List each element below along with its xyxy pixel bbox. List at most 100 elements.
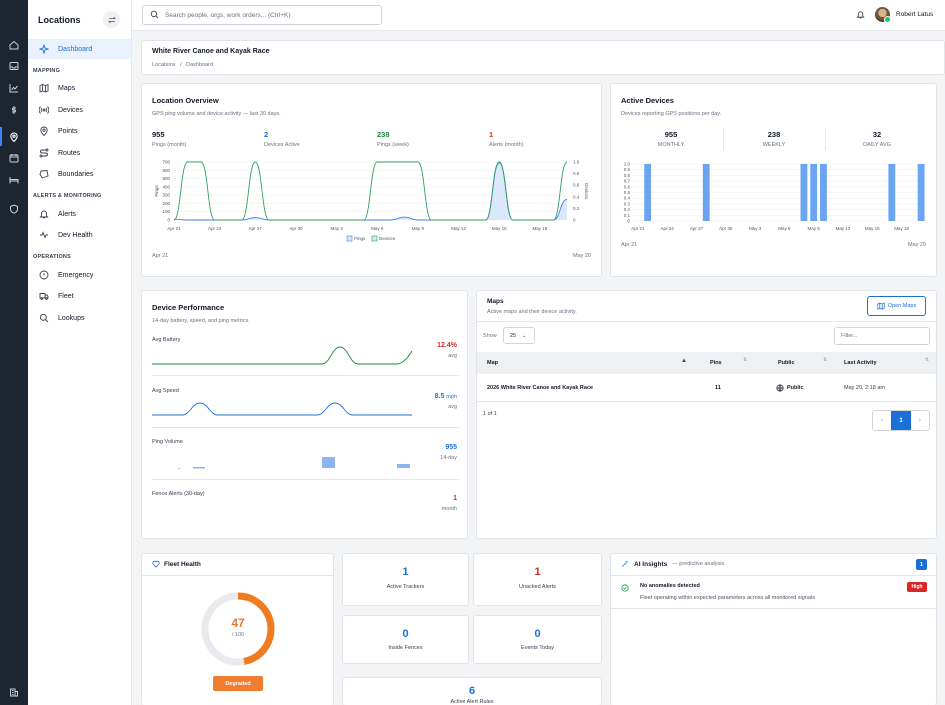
overview-title: Location Overview: [152, 96, 219, 105]
sort-icon[interactable]: ⇅: [925, 357, 930, 363]
breadcrumb-locations[interactable]: Locations: [152, 62, 176, 68]
section-mapping: MAPPING: [33, 68, 61, 74]
tile-unacked-alerts[interactable]: 1 Unacked Alerts: [473, 553, 602, 606]
col-last-activity[interactable]: Last Activity: [844, 360, 877, 366]
fleet-health-title: Fleet Health: [164, 560, 201, 568]
open-maps-button[interactable]: Open Maps: [867, 296, 926, 316]
insight-item[interactable]: No anomalies detected Fleet operating wi…: [611, 576, 936, 609]
next-page-button[interactable]: ›: [918, 417, 921, 424]
devices-line: [173, 161, 568, 221]
sidebar-item-dashboard[interactable]: Dashboard: [28, 39, 131, 59]
x-tick-label: May 6: [371, 226, 384, 231]
filter-input[interactable]: Filter...: [834, 327, 930, 345]
building-icon[interactable]: [7, 685, 20, 698]
active-devices-card: Active Devices Devices reporting GPS pos…: [610, 83, 937, 277]
overview-subtitle: GPS ping volume and device activity — la…: [152, 111, 281, 117]
col-public[interactable]: Public: [778, 360, 795, 366]
shield-icon[interactable]: [7, 202, 20, 215]
money-icon[interactable]: [7, 103, 20, 116]
page-button-current[interactable]: 1: [891, 411, 911, 430]
divider: [142, 575, 333, 576]
stat-label: Pings (month): [152, 142, 187, 148]
stat-pings-month: 955: [152, 130, 165, 139]
tile-value: 1: [534, 566, 541, 578]
filter-placeholder: Filter...: [841, 333, 858, 339]
calendar-icon[interactable]: [7, 151, 20, 164]
insight-title: No anomalies detected: [640, 583, 700, 589]
sidebar-item-fleet[interactable]: Fleet: [28, 286, 131, 306]
ai-insights-card: AI Insights — predictive analysis 1 No a…: [610, 553, 937, 705]
sort-asc-icon[interactable]: ▲: [681, 358, 687, 364]
tile-label: Active Trackers: [386, 584, 425, 590]
status-badge: Degraded: [213, 676, 263, 691]
x-tick-label: May 9: [808, 226, 821, 231]
x-tick-label: May 9: [412, 226, 425, 231]
page-size-select[interactable]: 25 ⌄: [503, 327, 535, 344]
location-pin-icon[interactable]: [0, 127, 20, 146]
y-tick-label: 500: [162, 176, 170, 181]
sidebar-item-emergency[interactable]: Emergency: [28, 265, 131, 285]
col-map[interactable]: Map: [487, 360, 498, 366]
tile-events-today[interactable]: 0 Events Today: [473, 615, 602, 664]
cell-pins: 11: [715, 385, 721, 391]
tile-label: Inside Fences: [388, 645, 423, 651]
metric-unit: avg: [448, 353, 457, 359]
tile-inside-fences[interactable]: 0 Inside Fences: [342, 615, 469, 664]
sidebar-item-lookups[interactable]: Lookups: [28, 308, 131, 328]
notifications-icon[interactable]: [856, 10, 865, 21]
inbox-icon[interactable]: [7, 59, 20, 72]
divider: [611, 575, 936, 576]
alert-circle-icon: [38, 269, 50, 281]
cell-map[interactable]: 2026 White River Canoe and Kayak Race: [487, 385, 594, 391]
bed-icon[interactable]: [7, 173, 20, 186]
col-pins[interactable]: Pins: [710, 360, 722, 366]
sidebar-item-label: Boundaries: [58, 170, 94, 178]
sort-icon[interactable]: ⇅: [743, 357, 748, 363]
sidebar-item-dev-health[interactable]: Dev Health: [28, 225, 131, 245]
home-icon[interactable]: [7, 38, 20, 51]
sidebar-item-alerts[interactable]: Alerts: [28, 204, 131, 224]
sidebar-item-devices[interactable]: Devices: [28, 100, 131, 120]
tile-active-alert-rules[interactable]: 6 Active Alert Rules: [342, 677, 602, 705]
ai-insights-subtitle: — predictive analysis: [672, 561, 725, 567]
prev-page-button[interactable]: ‹: [881, 417, 884, 424]
stat-label: MONTHLY: [657, 142, 685, 148]
divider: [152, 427, 459, 428]
global-search-input[interactable]: Search people, orgs, work orders... (Ctr…: [142, 5, 382, 25]
sparkle-icon: [38, 43, 50, 55]
sidebar-item-boundaries[interactable]: Boundaries: [28, 164, 131, 184]
swap-icon[interactable]: [103, 11, 120, 28]
stat-daily-avg: 32: [872, 130, 882, 139]
y-tick-label: 1.0: [624, 162, 631, 167]
stat-label: Devices Active: [264, 142, 300, 148]
metric-battery-value: 12.4%: [437, 342, 457, 349]
table-row[interactable]: 2026 White River Canoe and Kayak Race 11…: [477, 375, 936, 402]
metric-label: Avg Speed: [152, 388, 179, 394]
sidebar-item-label: Emergency: [58, 271, 94, 279]
tile-label: Active Alert Rules: [450, 699, 494, 705]
tile-active-trackers[interactable]: 1 Active Trackers: [342, 553, 469, 606]
cell-public: Public: [776, 384, 804, 392]
user-name[interactable]: Robert Latus: [896, 11, 934, 18]
y2-tick-label: 0.8: [573, 171, 580, 176]
analytics-icon[interactable]: [7, 81, 20, 94]
active-devices-title: Active Devices: [621, 96, 674, 105]
sidebar-item-points[interactable]: Points: [28, 121, 131, 141]
stat-weekly: 238: [767, 130, 781, 139]
x-tick-label: May 18: [894, 226, 909, 231]
pulse-icon: [38, 229, 50, 241]
sidebar-item-maps[interactable]: Maps: [28, 78, 131, 98]
location-overview-card: Location Overview GPS ping volume and de…: [141, 83, 602, 277]
sidebar: Locations Dashboard MAPPING Maps Devices…: [28, 0, 132, 705]
metric-unit: 14-day: [440, 455, 457, 461]
sidebar-title: Locations: [38, 15, 81, 25]
cell-public-label: Public: [787, 385, 804, 391]
sidebar-item-routes[interactable]: Routes: [28, 143, 131, 163]
y-tick-label: 600: [162, 168, 170, 173]
gauge-fill: [201, 592, 275, 666]
avatar[interactable]: [875, 7, 891, 23]
sort-icon[interactable]: ⇅: [823, 357, 828, 363]
ai-insights-header: AI Insights — predictive analysis: [621, 560, 724, 568]
breadcrumb-dashboard: Dashboard: [186, 62, 214, 68]
broadcast-icon: [38, 104, 50, 116]
